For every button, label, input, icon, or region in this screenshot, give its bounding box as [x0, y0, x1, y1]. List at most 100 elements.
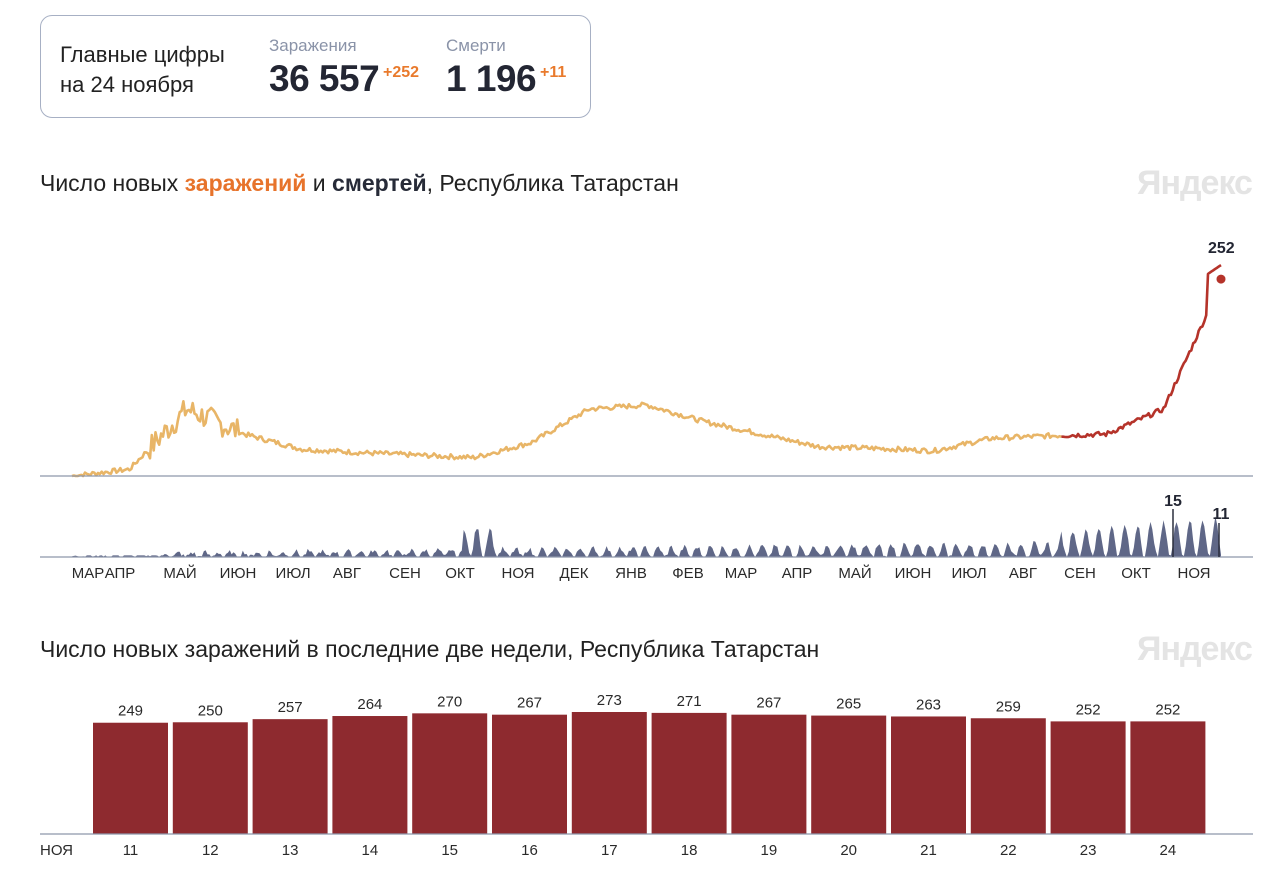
bar-value-label: 273: [597, 692, 622, 709]
bar: [172, 722, 248, 834]
month-label: МАР: [725, 565, 758, 582]
day-label: 24: [1160, 842, 1177, 859]
yandex-logo: Яндекс: [1137, 164, 1253, 202]
bar-value-label: 267: [756, 695, 781, 712]
month-label: АВГ: [1009, 565, 1037, 582]
month-label: ФЕВ: [672, 565, 703, 582]
bar: [571, 712, 647, 834]
summary-title-line2: на 24 ноября: [60, 72, 194, 97]
chart1-title-part3: и: [306, 170, 333, 196]
day-label: 16: [521, 842, 538, 859]
month-label: АПР: [782, 565, 813, 582]
month-label: ИЮЛ: [275, 565, 310, 582]
day-label: 19: [761, 842, 778, 859]
bar-value-label: 271: [677, 693, 702, 710]
month-label: ИЮН: [220, 565, 257, 582]
summary-card: Главные цифры на 24 ноября Заражения 36 …: [40, 15, 591, 118]
chart1-annotations: 252 15 11: [1164, 240, 1235, 557]
month-label: ИЮЛ: [951, 565, 986, 582]
day-label: 20: [840, 842, 857, 859]
month-label: АВГ: [333, 565, 361, 582]
day-label: 23: [1080, 842, 1097, 859]
day-label: 13: [282, 842, 299, 859]
chart2-title: Число новых заражений в последние две не…: [40, 636, 820, 662]
bar: [1050, 721, 1126, 834]
bar: [731, 714, 807, 834]
infections-delta: +252: [383, 64, 420, 81]
deaths-total: 1 196: [446, 58, 537, 99]
infections-line: [71, 400, 1062, 478]
day-label: 18: [681, 842, 698, 859]
bar: [93, 722, 168, 834]
bar-value-label: 267: [517, 695, 542, 712]
chart1-title-part1: Число новых: [40, 170, 185, 196]
infections-stat: Заражения 36 557 +252: [269, 36, 419, 100]
bar: [412, 713, 488, 834]
month-label: МАЙ: [838, 564, 871, 582]
deaths-peak-label: 15: [1164, 493, 1182, 510]
month-label: МАР: [72, 565, 105, 582]
bar-value-label: 252: [1076, 701, 1101, 718]
bar-value-label: 270: [437, 693, 462, 710]
month-label: ОКТ: [1121, 565, 1151, 582]
bar: [252, 719, 328, 834]
bar: [332, 716, 408, 834]
month-label: МАЙ: [163, 564, 196, 582]
deaths-last-label: 11: [1213, 506, 1230, 523]
month-label: ИЮН: [895, 565, 932, 582]
infections-deaths-chart: МАР АПР МАЙ ИЮН ИЮЛ АВГ СЕН ОКТ НОЯ ДЕК ЯНВ ФЕВ МАР А…: [40, 240, 1253, 582]
bars-layer: 249 250 257 264 270 267 273 271 267 265 263 259 252 2…: [93, 692, 1206, 834]
chart1-title-infections: заражений: [184, 170, 307, 196]
bar-value-label: 252: [1155, 701, 1180, 718]
month-label: ЯНВ: [615, 565, 647, 582]
day-label: 17: [601, 842, 618, 859]
month-label: НОЯ: [501, 565, 534, 582]
summary-title-line1: Главные цифры: [60, 42, 225, 67]
bar: [492, 714, 567, 834]
month-label: НОЯ: [1177, 565, 1210, 582]
month-label: СЕН: [1064, 565, 1096, 582]
infections-label: Заражения: [269, 36, 357, 55]
month-label: ДЕК: [560, 565, 589, 582]
bar-value-label: 249: [118, 703, 143, 720]
bar: [891, 716, 966, 834]
month-axis-labels: МАР АПР МАЙ ИЮН ИЮЛ АВГ СЕН ОКТ НОЯ ДЕК ЯНВ ФЕВ МАР А…: [72, 564, 1211, 582]
bar-x-labels: 11 12 13 14 15 16 17 18 19 20 21 22 23 24 НОЯ: [40, 842, 1176, 859]
day-label: 12: [202, 842, 219, 859]
bar: [811, 715, 887, 834]
day-label: 11: [123, 842, 139, 859]
day-label: 15: [441, 842, 458, 859]
bar: [651, 712, 727, 834]
bar-value-label: 259: [996, 698, 1021, 715]
bar: [1130, 721, 1206, 834]
deaths-area-layer: [72, 516, 1221, 557]
day-label: 14: [362, 842, 379, 859]
bar-value-label: 250: [198, 702, 223, 719]
month-label: АПР: [105, 565, 136, 582]
chart1-title: Число новых заражений и смертей, Республ…: [40, 170, 679, 197]
infections-last-label: 252: [1208, 240, 1235, 257]
bar-value-label: 265: [836, 696, 861, 713]
deaths-area: [72, 516, 1221, 557]
day-label: 21: [920, 842, 937, 859]
bar-value-label: 257: [278, 699, 303, 716]
infections-line-recent: [1061, 264, 1222, 439]
deaths-stat: Смерти 1 196 +11: [446, 36, 566, 100]
infections-line-layer: [71, 264, 1226, 478]
deaths-delta: +11: [540, 64, 567, 81]
month-label: ОКТ: [445, 565, 475, 582]
deaths-label: Смерти: [446, 36, 506, 55]
bar-value-label: 264: [357, 696, 382, 713]
bar-value-label: 263: [916, 696, 941, 713]
yandex-logo-2: Яндекс: [1137, 630, 1253, 668]
month-label: СЕН: [389, 565, 421, 582]
summary-title: Главные цифры на 24 ноября: [60, 40, 225, 100]
infections-total: 36 557: [269, 58, 380, 99]
bar: [970, 718, 1046, 834]
month-label-noy: НОЯ: [40, 842, 73, 859]
chart1-title-region: , Республика Татарстан: [426, 170, 679, 196]
infections-last-point: [1216, 274, 1226, 284]
chart1-title-deaths: смертей: [332, 170, 427, 196]
day-label: 22: [1000, 842, 1017, 859]
